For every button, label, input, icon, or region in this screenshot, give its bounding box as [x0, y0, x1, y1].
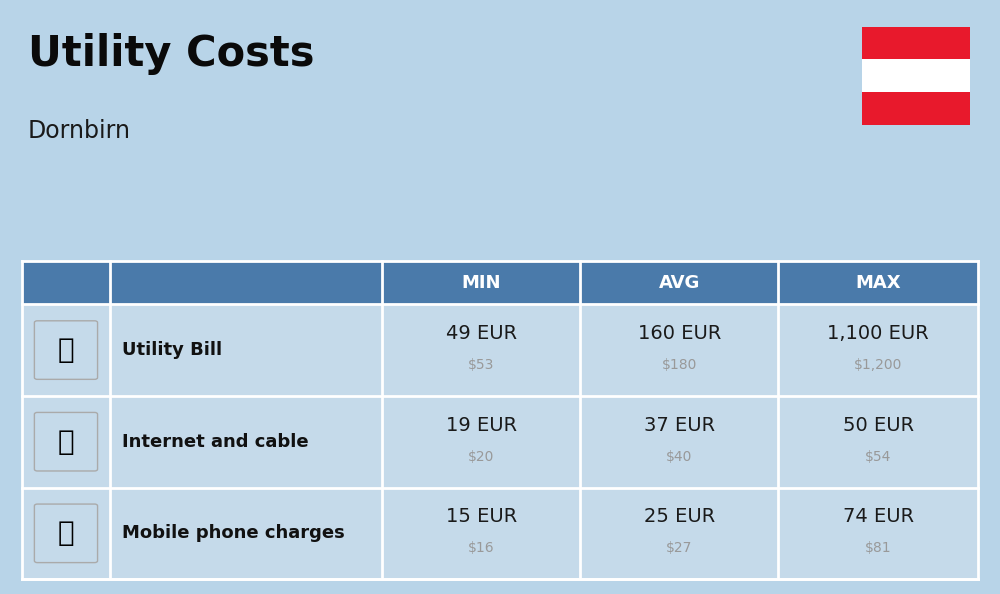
- FancyBboxPatch shape: [34, 504, 98, 563]
- Text: AVG: AVG: [659, 274, 700, 292]
- Text: 15 EUR: 15 EUR: [446, 507, 517, 526]
- Text: $40: $40: [666, 450, 692, 463]
- Text: $20: $20: [468, 450, 495, 463]
- Text: $81: $81: [865, 541, 891, 555]
- Text: 160 EUR: 160 EUR: [638, 324, 721, 343]
- Text: 25 EUR: 25 EUR: [644, 507, 715, 526]
- Text: 1,100 EUR: 1,100 EUR: [827, 324, 929, 343]
- FancyBboxPatch shape: [34, 412, 98, 471]
- Text: 74 EUR: 74 EUR: [843, 507, 914, 526]
- Text: MAX: MAX: [855, 274, 901, 292]
- FancyBboxPatch shape: [862, 92, 970, 125]
- Text: 37 EUR: 37 EUR: [644, 416, 715, 435]
- Text: Internet and cable: Internet and cable: [122, 432, 309, 451]
- Text: 📱: 📱: [58, 519, 74, 547]
- Text: Dornbirn: Dornbirn: [28, 119, 131, 143]
- FancyBboxPatch shape: [22, 304, 978, 396]
- Text: $54: $54: [865, 450, 891, 463]
- Text: 📡: 📡: [58, 428, 74, 456]
- FancyBboxPatch shape: [34, 321, 98, 380]
- Text: Mobile phone charges: Mobile phone charges: [122, 525, 345, 542]
- Text: $180: $180: [662, 358, 697, 372]
- FancyBboxPatch shape: [22, 488, 978, 579]
- Text: 🔧: 🔧: [58, 336, 74, 364]
- FancyBboxPatch shape: [22, 396, 978, 488]
- FancyBboxPatch shape: [862, 59, 970, 92]
- Text: $53: $53: [468, 358, 495, 372]
- Text: 19 EUR: 19 EUR: [446, 416, 517, 435]
- FancyBboxPatch shape: [862, 27, 970, 59]
- Text: Utility Costs: Utility Costs: [28, 33, 314, 75]
- Text: $27: $27: [666, 541, 692, 555]
- Text: $1,200: $1,200: [854, 358, 902, 372]
- Text: 49 EUR: 49 EUR: [446, 324, 517, 343]
- Text: $16: $16: [468, 541, 495, 555]
- Text: Utility Bill: Utility Bill: [122, 341, 222, 359]
- Text: MIN: MIN: [462, 274, 501, 292]
- FancyBboxPatch shape: [22, 261, 978, 304]
- Text: 50 EUR: 50 EUR: [843, 416, 914, 435]
